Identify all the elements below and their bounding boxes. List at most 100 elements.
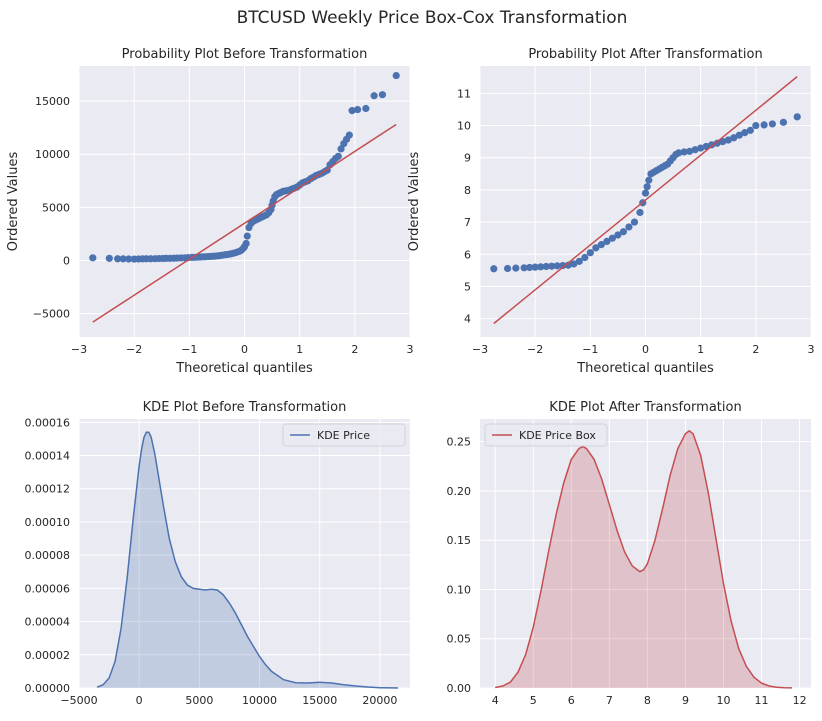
x-tick-label: 6 — [568, 694, 575, 707]
y-tick-label: 6 — [464, 248, 471, 261]
y-tick-label: −5000 — [33, 308, 70, 321]
x-tick-label: 8 — [644, 694, 651, 707]
tick-labels: −3 −2 −1 0 1 2 3 −5000 0 5000 10000 15000 — [33, 95, 414, 356]
panel-3: −5000 0 5000 10000 15000 20000 0.00000 0.00002 0… — [25, 400, 410, 707]
y-tick-label: 10 — [457, 120, 471, 133]
x-axis-label: Theoretical quantiles — [175, 361, 313, 376]
y-tick-label: 0.10 — [447, 583, 472, 596]
y-tick-label: 5000 — [42, 201, 70, 214]
data-point — [526, 263, 534, 272]
data-point — [713, 139, 721, 147]
data-point — [735, 131, 743, 139]
data-point — [643, 183, 651, 191]
data-point — [597, 241, 605, 249]
y-tick-label: 0.00016 — [25, 416, 71, 429]
legend: KDE Price — [282, 423, 406, 447]
y-tick-label: 0.20 — [447, 485, 472, 498]
kde-area — [97, 432, 398, 688]
data-point — [537, 263, 545, 271]
data-point — [520, 264, 528, 272]
x-tick-label: −3 — [472, 343, 488, 356]
data-point — [559, 261, 567, 270]
data-point — [724, 136, 732, 144]
y-axis-label: Ordered Values — [407, 152, 422, 252]
y-tick-label: 0.00010 — [25, 516, 71, 529]
x-tick-label: 0 — [136, 694, 143, 707]
panel-4: 4 5 6 7 8 9 10 11 12 0.00 0.05 0.10 0.15 0.20 0.25 KDE … — [447, 400, 811, 707]
x-tick-label: 4 — [492, 694, 499, 707]
data-point — [348, 107, 356, 115]
plot-area — [79, 419, 410, 688]
y-tick-label: 7 — [464, 216, 471, 229]
y-tick-label: 0.00014 — [25, 450, 71, 463]
data-point — [603, 237, 611, 246]
fit-line — [493, 76, 798, 325]
data-point — [680, 148, 688, 156]
x-tick-label: 1 — [296, 343, 303, 356]
x-tick-label: 10 — [716, 694, 730, 707]
data-point — [675, 149, 683, 157]
y-tick-label: 0 — [63, 254, 70, 267]
y-tick-label: 0.00000 — [25, 682, 71, 695]
data-point — [362, 104, 370, 113]
data-point — [608, 234, 617, 242]
tick-labels: −5000 0 5000 10000 15000 20000 0.00000 0.00002 0… — [25, 416, 398, 707]
y-tick-label: 0.00012 — [25, 483, 71, 496]
x-tick-label: 10000 — [242, 694, 277, 707]
data-point — [793, 113, 801, 121]
data-point — [719, 138, 727, 146]
data-point — [641, 189, 650, 197]
data-point — [119, 255, 127, 263]
data-point — [614, 231, 622, 239]
x-tick-label: 15000 — [302, 694, 337, 707]
data-point — [636, 208, 644, 217]
panel-title: Probability Plot After Transformation — [528, 47, 762, 62]
kde-line — [96, 431, 399, 689]
x-tick-label: −1 — [582, 343, 598, 356]
panel-title: Probability Plot Before Transformation — [122, 47, 368, 62]
data-point — [353, 105, 362, 114]
x-tick-label: 20000 — [362, 694, 397, 707]
data-point — [625, 223, 633, 231]
x-tick-label: 7 — [606, 694, 613, 707]
panels: −3 −2 −1 0 1 2 3−5000050001000015000Probabilit… — [6, 47, 815, 707]
panel-1: −3 −2 −1 0 1 2 3 −5000 0 5000 10000 15000 Probabilit… — [6, 47, 414, 376]
data-point — [746, 126, 754, 134]
data-point — [512, 264, 520, 272]
data-point — [531, 263, 539, 271]
data-point — [779, 118, 788, 126]
panel-title: KDE Plot After Transformation — [549, 400, 741, 415]
data-point — [619, 228, 628, 236]
data-point — [760, 121, 768, 129]
x-tick-label: −5000 — [60, 694, 97, 707]
y-tick-label: 0.25 — [447, 436, 472, 449]
x-tick-label: 1 — [697, 343, 704, 356]
data-point — [752, 121, 760, 130]
y-tick-label: 8 — [464, 184, 471, 197]
x-tick-label: 9 — [682, 694, 689, 707]
data-point — [630, 218, 639, 226]
x-tick-label: −1 — [181, 343, 197, 356]
y-tick-label: 0.05 — [447, 633, 472, 646]
data-point — [553, 262, 561, 270]
data-point — [697, 144, 705, 152]
data-point — [334, 152, 342, 160]
tick-labels: −3 −2 −1 0 1 2 3 4 5 6 7 8 9 10 11 — [457, 87, 815, 356]
x-tick-label: 3 — [407, 343, 414, 356]
y-tick-label: 5 — [464, 280, 471, 293]
y-tick-label: 11 — [457, 87, 471, 100]
y-tick-label: 0.00 — [447, 682, 472, 695]
data-point — [337, 145, 345, 153]
x-tick-label: 3 — [808, 343, 815, 356]
data-point — [708, 141, 716, 149]
data-point — [542, 262, 550, 271]
y-tick-label: 0.00008 — [25, 549, 71, 562]
data-point — [686, 147, 694, 155]
data-point — [592, 244, 600, 252]
data-point — [581, 253, 589, 262]
data-point — [345, 131, 353, 139]
y-tick-label: 4 — [464, 313, 471, 326]
data-point — [392, 71, 400, 80]
data-point — [691, 146, 699, 154]
